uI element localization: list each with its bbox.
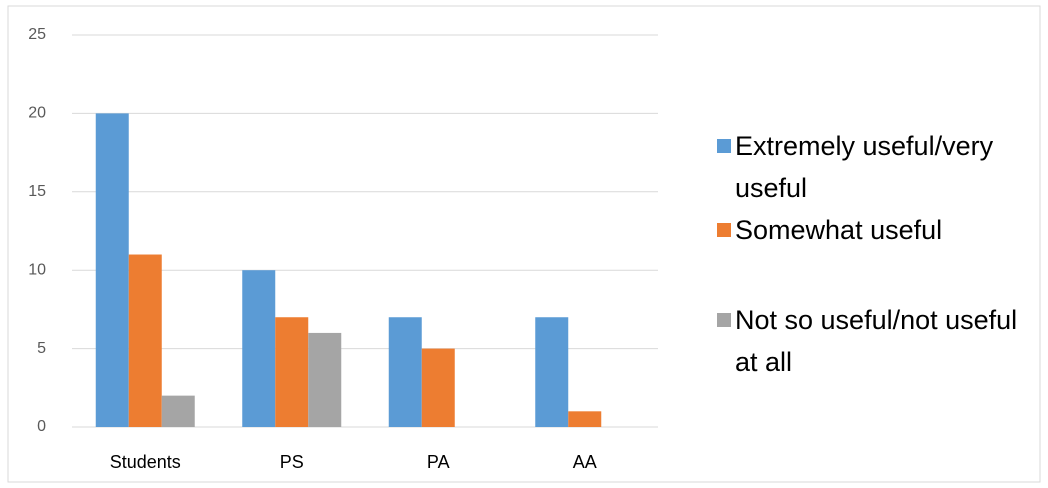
- bar: [535, 317, 569, 427]
- bar: [242, 270, 276, 427]
- legend-label: Extremely useful/very useful: [735, 131, 994, 203]
- legend-swatch: [717, 223, 731, 237]
- legend-item: Somewhat useful: [717, 209, 1035, 251]
- legend-label: Somewhat useful: [735, 215, 943, 245]
- bar: [275, 317, 309, 427]
- bar: [308, 332, 342, 427]
- y-tick-label: 5: [37, 340, 46, 357]
- bar: [421, 348, 455, 427]
- bar: [128, 254, 162, 427]
- legend-item: Extremely useful/very useful: [717, 125, 1035, 209]
- legend-swatch: [717, 139, 731, 153]
- bar: [388, 317, 422, 427]
- bar: [161, 395, 195, 427]
- legend-label: Not so useful/not useful at all: [735, 305, 1018, 377]
- y-tick-label: 25: [28, 26, 46, 43]
- bar: [568, 411, 602, 427]
- x-tick-label: AA: [573, 452, 597, 472]
- y-tick-label: 10: [28, 261, 46, 278]
- y-tick-label: 15: [28, 183, 46, 200]
- x-tick-label: PS: [280, 452, 304, 472]
- legend-swatch: [717, 313, 731, 327]
- y-tick-label: 0: [37, 418, 46, 435]
- x-tick-label: PA: [427, 452, 450, 472]
- x-tick-label: Students: [110, 452, 181, 472]
- legend-item: Not so useful/not useful at all: [717, 299, 1035, 383]
- y-tick-label: 20: [28, 105, 46, 122]
- bar: [95, 113, 129, 428]
